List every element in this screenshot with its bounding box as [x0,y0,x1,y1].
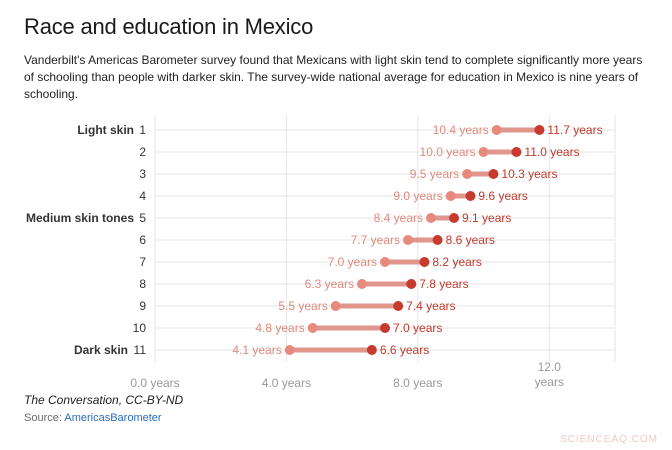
chart-area: 1 Light skin 10.4 years 11.7 years 2 10.0 yea… [0,115,672,395]
low-value-dot [380,257,390,267]
low-value-dot [307,323,318,333]
high-value-dot [488,169,499,179]
low-value-label: 6.3 years [305,277,354,291]
source-label: Source: [24,412,62,424]
category-label: 6 [139,233,146,247]
high-value-label: 7.4 years [406,299,455,313]
source-link[interactable]: AmericasBarometer [64,412,162,424]
low-value-dot [426,213,436,223]
category-label: 8 [139,277,146,291]
category-label: 2 [139,145,146,159]
low-value-dot [491,125,502,135]
low-value-label: 5.5 years [278,299,327,313]
high-value-label: 8.6 years [446,233,495,247]
low-value-label: 9.0 years [393,189,442,203]
high-value-dot [366,345,377,355]
low-value-dot [403,235,413,245]
high-value-label: 9.6 years [478,189,527,203]
low-value-dot [478,147,489,157]
low-value-label: 10.0 years [420,145,476,159]
high-value-label: 7.0 years [393,321,442,335]
high-value-dot [465,191,476,201]
group-label: Light skin [77,123,134,137]
watermark-text: SCIENCEAQ.COM [559,434,658,445]
x-tick-label: 4.0 years [262,376,311,390]
high-value-label: 11.0 years [524,145,579,159]
high-value-dot [419,257,430,267]
dumbbell-chart: 1 Light skin 10.4 years 11.7 years 2 10.0 yea… [26,115,616,390]
category-label: 11 [134,343,147,357]
high-value-label: 7.8 years [419,277,468,291]
chart-title: Race and education in Mexico [24,14,314,39]
high-value-label: 6.6 years [380,343,429,357]
high-value-dot [432,235,443,245]
high-value-dot [406,279,417,289]
high-value-label: 10.3 years [501,167,557,181]
low-value-dot [357,279,367,289]
group-label: Dark skin [74,343,128,357]
low-value-label: 4.1 years [232,343,281,357]
category-label: 7 [139,255,146,269]
category-label: 5 [139,211,146,225]
low-value-dot [462,169,473,179]
high-value-dot [449,213,459,223]
category-label: 4 [139,189,146,203]
high-value-label: 11.7 years [547,123,602,137]
source-line: Source: AmericasBarometer [24,412,162,424]
low-value-label: 8.4 years [374,211,423,225]
low-value-dot [330,301,341,311]
high-value-label: 8.2 years [432,255,481,269]
high-value-dot [534,125,545,135]
category-label: 9 [139,299,146,313]
x-tick-label: 12.0 [538,360,562,374]
low-value-label: 4.8 years [255,321,304,335]
high-value-dot [511,147,522,157]
low-value-label: 9.5 years [410,167,459,181]
x-tick-label: 8.0 years [393,376,442,390]
low-value-label: 7.7 years [351,233,400,247]
chart-subtitle: Vanderbilt's Americas Barometer survey f… [24,53,643,101]
low-value-label: 10.4 years [433,123,489,137]
group-label: Medium skin tones [26,211,134,225]
category-label: 3 [139,167,146,181]
low-value-dot [445,191,456,201]
x-tick-label: 0.0 years [130,376,179,390]
high-value-dot [380,323,390,333]
low-value-dot [284,345,295,355]
high-value-dot [393,301,404,311]
category-label: 1 [139,123,146,137]
high-value-label: 9.1 years [462,211,511,225]
low-value-label: 7.0 years [328,255,377,269]
x-tick-label: years [535,375,564,389]
category-label: 10 [133,321,147,335]
credit-text: The Conversation, CC-BY-ND [24,393,184,407]
